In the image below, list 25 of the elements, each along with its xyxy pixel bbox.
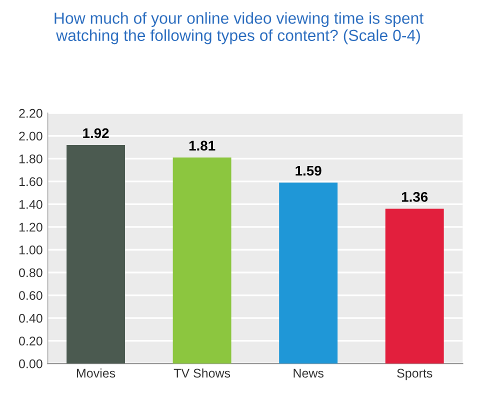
x-tick-label: Movies	[77, 368, 116, 378]
y-tick-label: 1.40	[19, 200, 42, 209]
bar	[66, 145, 126, 364]
y-tick-label: 1.60	[19, 177, 42, 186]
data-label: 1.81	[189, 140, 216, 151]
y-tick-label: 0.80	[19, 268, 42, 278]
data-label: 1.36	[402, 192, 428, 202]
x-tick-label: News	[294, 368, 324, 378]
bar	[172, 158, 232, 364]
data-label: 1.92	[83, 128, 109, 138]
x-tick-label: TV Shows	[174, 368, 230, 378]
y-tick-label: 0.60	[19, 291, 42, 300]
y-tick-label: 0.00	[19, 359, 42, 368]
y-tick-label: 2.00	[19, 132, 42, 141]
y-tick-label: 1.20	[19, 222, 42, 232]
y-tick-label: 0.20	[19, 336, 42, 346]
data-label: 1.59	[296, 166, 322, 176]
y-tick-label: 2.20	[19, 108, 42, 118]
y-tick-label: 1.80	[19, 154, 42, 164]
x-tick-label: Sports	[397, 368, 432, 380]
y-tick-label: 0.40	[19, 314, 42, 323]
bar	[385, 208, 444, 364]
chart-title: How much of your online video viewing time is spent watching the following types of content? (Scale 0-4)	[54, 12, 424, 44]
y-tick-label: 1.00	[19, 246, 42, 254]
bar	[279, 182, 338, 364]
